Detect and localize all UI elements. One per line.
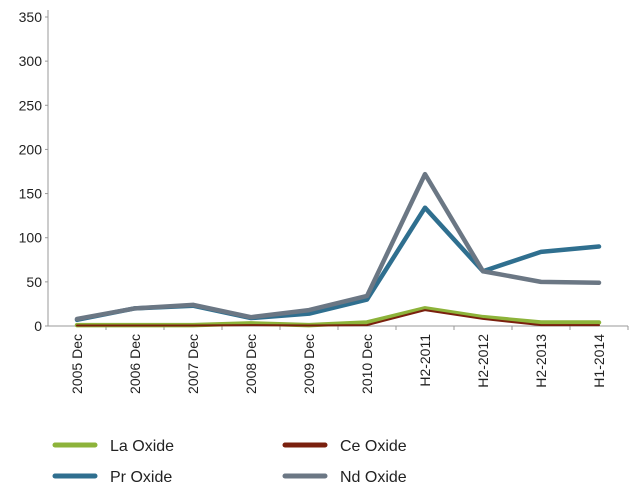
legend-label: Ce Oxide — [340, 438, 407, 455]
x-tick-label: H2-2013 — [533, 334, 549, 388]
legend-label: La Oxide — [110, 438, 174, 455]
legend-label: Pr Oxide — [110, 469, 172, 486]
legend-label: Nd Oxide — [340, 469, 407, 486]
y-tick-label: 300 — [19, 53, 43, 69]
x-tick-label: 2006 Dec — [127, 334, 143, 394]
x-tick-label: 2010 Dec — [359, 334, 375, 394]
x-tick-label: H2-2011 — [417, 334, 433, 387]
y-tick-label: 350 — [19, 9, 43, 25]
series-line — [74, 171, 602, 322]
x-tick-label: 2008 Dec — [243, 334, 259, 394]
y-tick-label: 250 — [19, 97, 43, 113]
x-tick-label: H2-2012 — [475, 334, 491, 388]
y-tick-label: 100 — [19, 230, 43, 246]
y-tick-label: 200 — [19, 141, 43, 157]
x-tick-label: 2005 Dec — [69, 334, 85, 394]
y-tick-label: 150 — [19, 186, 43, 202]
x-tick-label: 2009 Dec — [301, 334, 317, 394]
x-tick-label: 2007 Dec — [185, 334, 201, 394]
series-line — [76, 309, 600, 327]
y-tick-label: 0 — [34, 318, 42, 334]
y-tick-label: 50 — [26, 274, 42, 290]
x-tick-label: H1-2014 — [591, 334, 607, 388]
